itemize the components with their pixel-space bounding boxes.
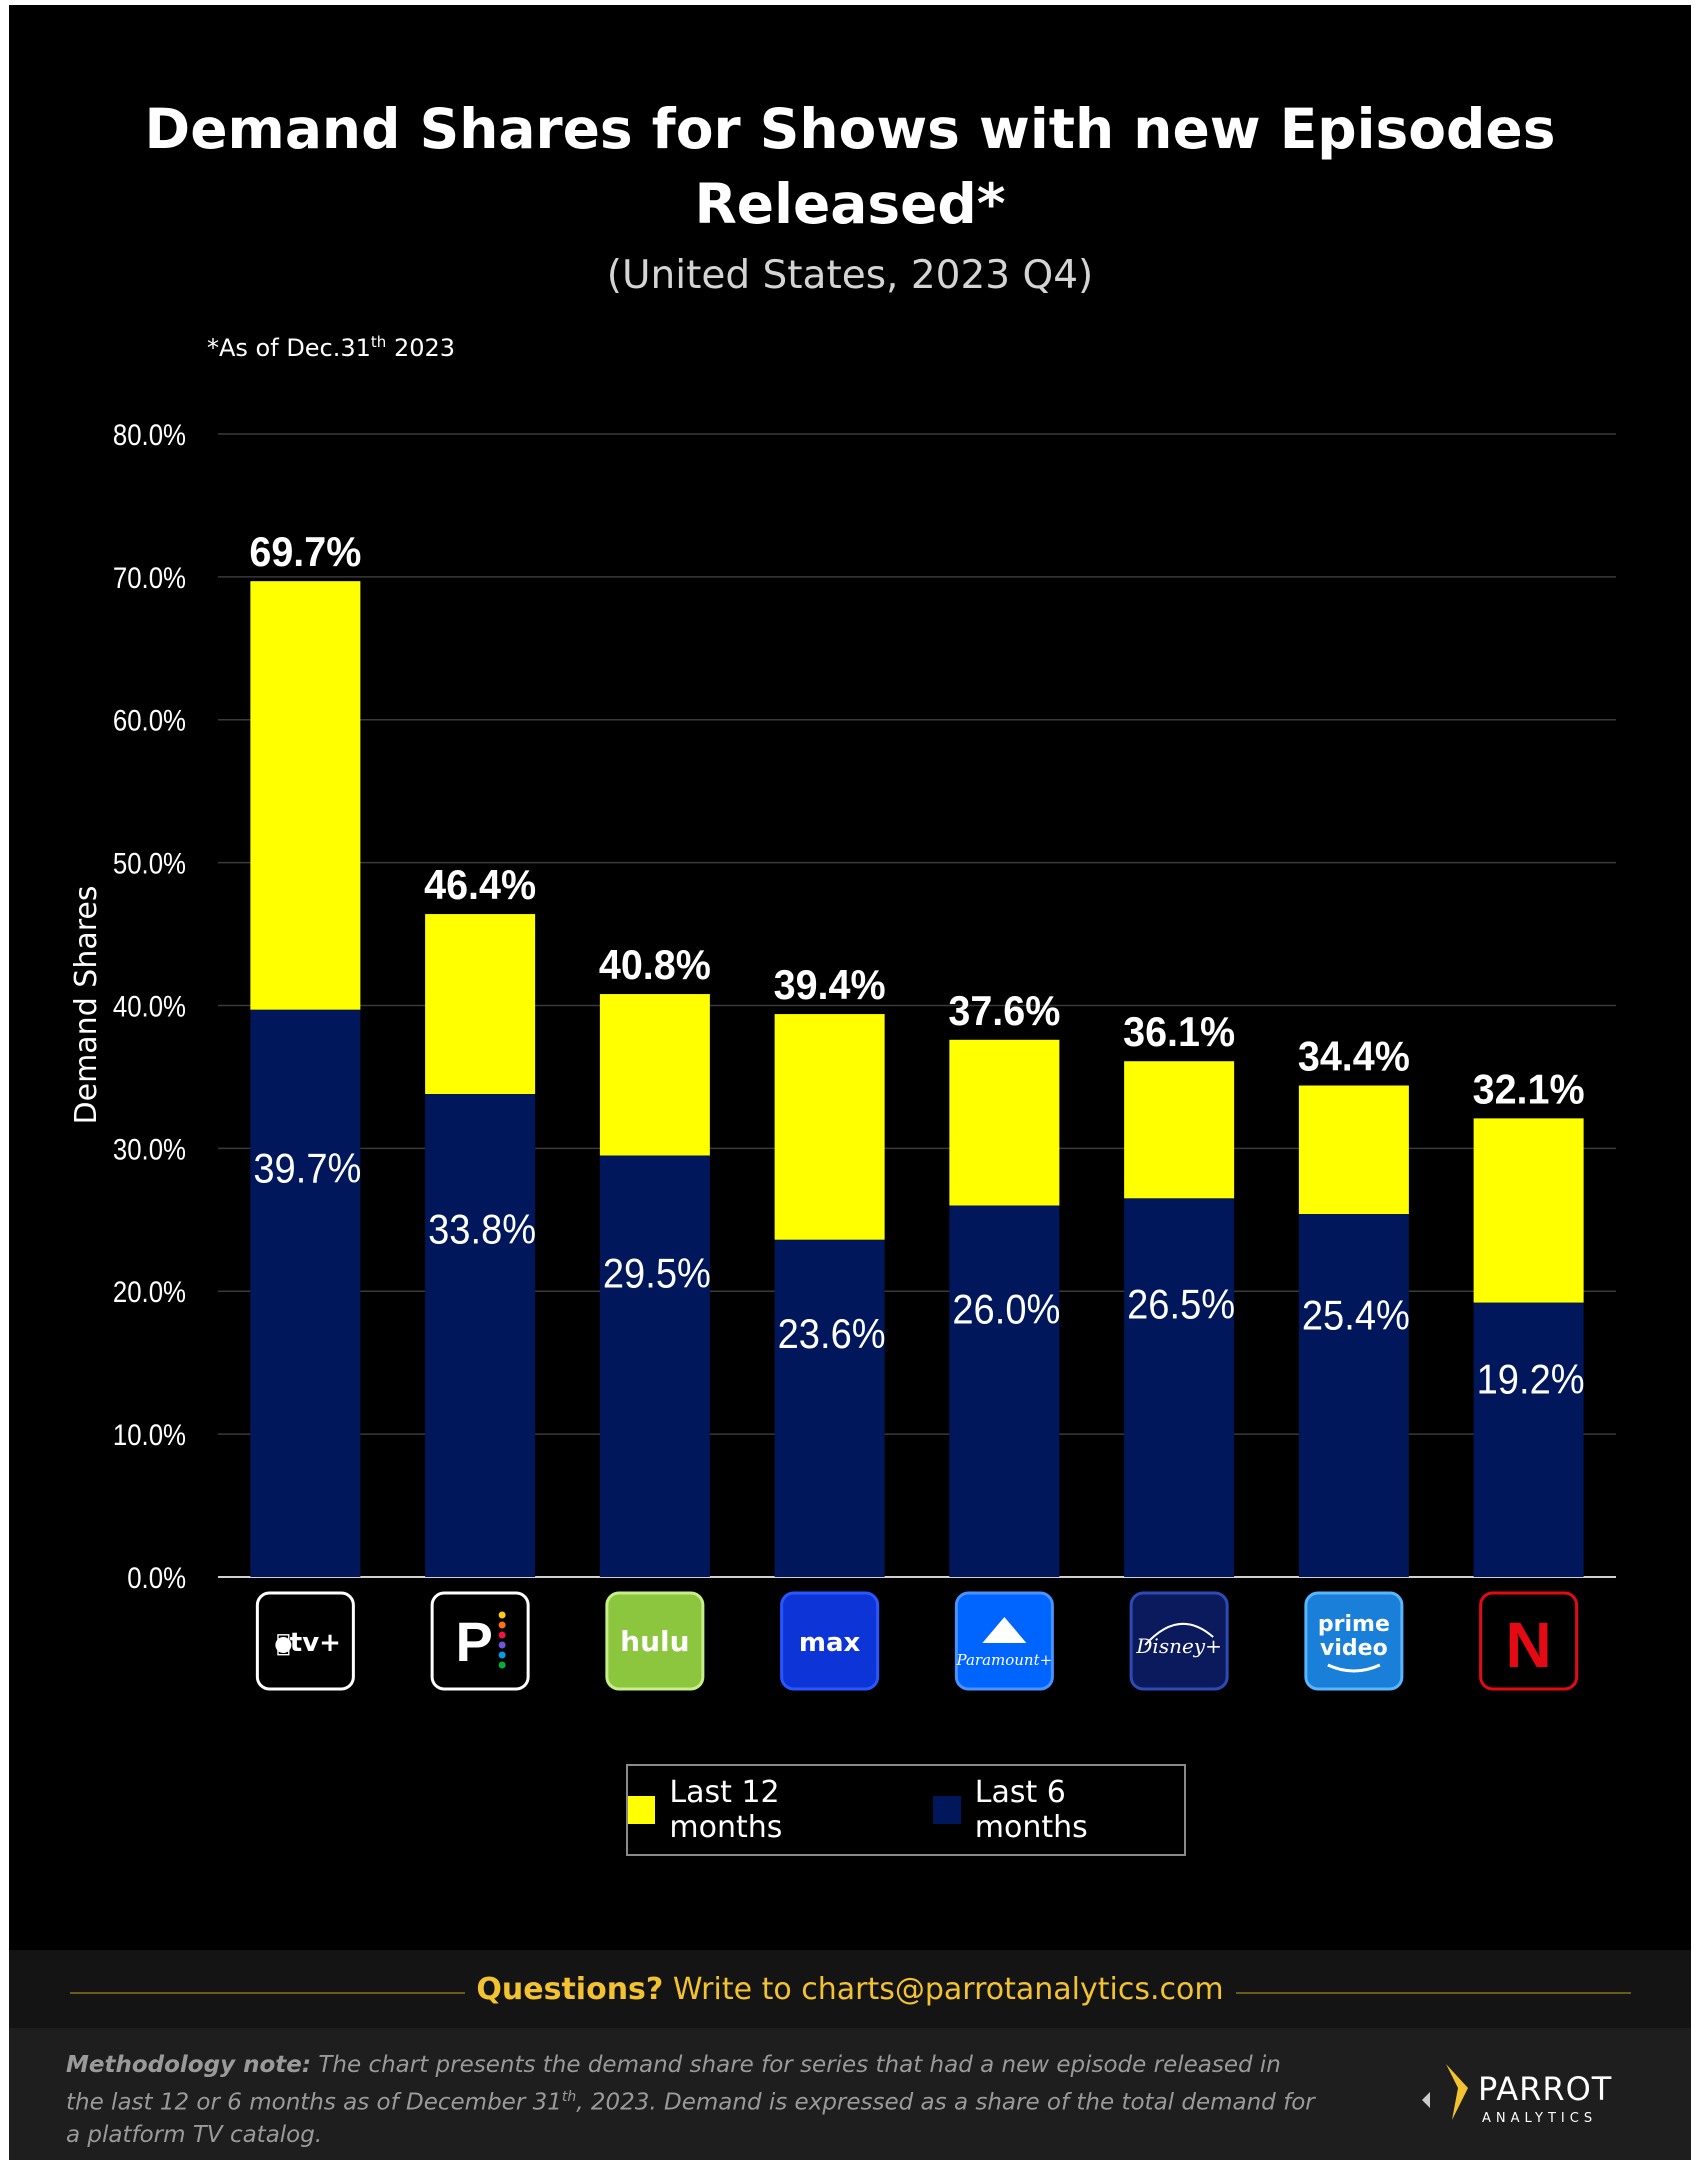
y-tick-label: 0.0% [127, 1561, 186, 1594]
data-label-last-6: 23.6% [778, 1310, 886, 1357]
peacock-dot-icon [499, 1652, 506, 1659]
bar-last-6-7 [1474, 1303, 1584, 1577]
bar-last-6-4 [949, 1206, 1059, 1577]
data-label-last-12: 37.6% [948, 987, 1060, 1034]
parrot-mark-icon [1422, 2092, 1430, 2108]
data-label-last-12: 40.8% [599, 941, 711, 988]
y-tick-label: 20.0% [113, 1275, 186, 1308]
legend-item-last-6: Last 6 months [933, 1775, 1184, 1845]
bar-last-12-4 [949, 1040, 1059, 1206]
data-label-last-6: 29.5% [603, 1250, 711, 1297]
bar-last-12-3 [775, 1014, 885, 1240]
data-label-last-6: 25.4% [1302, 1292, 1410, 1339]
primevideo-logo-text-2: video [1320, 1636, 1388, 1661]
peacock-dot-icon [499, 1662, 506, 1669]
method-bold: Methodology note: [66, 2052, 311, 2078]
parrot-brand-name: PARROT [1478, 2070, 1612, 2108]
y-tick-label: 40.0% [113, 990, 186, 1023]
data-label-last-12: 32.1% [1473, 1065, 1585, 1112]
data-label-last-12: 34.4% [1298, 1033, 1410, 1080]
contact-bold: Questions? [476, 1972, 663, 2007]
contact-text[interactable]: Write to charts@parrotanalytics.com [663, 1972, 1223, 2007]
legend-label-last-6: Last 6 months [975, 1775, 1184, 1845]
bar-last-12-1 [425, 914, 535, 1094]
peacock-dot-icon [499, 1622, 506, 1629]
y-axis-label: Demand Shares [69, 886, 104, 1125]
methodology-note: Methodology note: The chart presents the… [66, 2049, 1316, 2151]
data-label-last-6: 19.2% [1477, 1355, 1585, 1402]
peacock-logo-text: P [455, 1610, 492, 1673]
data-label-last-12: 39.4% [774, 961, 886, 1008]
y-tick-label: 80.0% [113, 418, 186, 451]
bar-last-12-6 [1299, 1086, 1409, 1215]
data-label-last-12: 36.1% [1123, 1008, 1235, 1055]
bar-last-6-0 [250, 1010, 360, 1577]
bar-last-6-2 [600, 1156, 710, 1577]
bar-last-12-2 [600, 994, 710, 1155]
y-tick-label: 70.0% [113, 561, 186, 594]
bar-last-6-3 [775, 1240, 885, 1577]
bar-last-6-5 [1124, 1198, 1234, 1577]
legend-swatch-last-12 [628, 1796, 655, 1824]
parrot-wing-icon [1446, 2064, 1468, 2120]
parrot-analytics-logo: PARROT ANALYTICS [1418, 2058, 1638, 2128]
contact-line: Questions? Write to charts@parrotanalyti… [0, 1972, 1700, 2007]
data-label-last-6: 39.7% [253, 1145, 361, 1192]
data-label-last-12: 46.4% [424, 861, 536, 908]
legend-item-last-12: Last 12 months [628, 1775, 897, 1845]
bar-last-12-0 [250, 581, 360, 1010]
netflix-logo-text: N [1506, 1609, 1552, 1681]
y-tick-label: 30.0% [113, 1133, 186, 1166]
method-sup: th [562, 2089, 576, 2105]
y-tick-label: 60.0% [113, 704, 186, 737]
max-logo-text: max [799, 1628, 861, 1658]
primevideo-logo-text-1: prime [1318, 1612, 1390, 1637]
disney-logo-text: Disney+ [1135, 1634, 1221, 1658]
bar-last-12-7 [1474, 1118, 1584, 1302]
chart-legend: Last 12 months Last 6 months [626, 1764, 1186, 1856]
peacock-dot-icon [499, 1612, 506, 1619]
appletv-logo-text: tv+ [290, 1628, 341, 1658]
legend-swatch-last-6 [933, 1796, 960, 1824]
data-label-last-6: 26.0% [952, 1286, 1060, 1333]
legend-label-last-12: Last 12 months [669, 1775, 897, 1845]
paramount-logo-text: Paramount+ [956, 1651, 1053, 1669]
data-label-last-12: 69.7% [249, 528, 361, 575]
bar-chart: 0.0% 10.0% 20.0% 30.0% 40.0% 50.0% 60.0% 70.0% 8… [0, 0, 1700, 1760]
peacock-dot-icon [499, 1632, 506, 1639]
data-label-last-6: 26.5% [1127, 1280, 1235, 1327]
peacock-dot-icon [499, 1642, 506, 1649]
bar-last-12-5 [1124, 1061, 1234, 1198]
bar-last-6-1 [425, 1094, 535, 1577]
y-tick-label: 10.0% [113, 1418, 186, 1451]
data-label-last-6: 33.8% [428, 1205, 536, 1252]
y-tick-label: 50.0% [113, 847, 186, 880]
hulu-logo-text: hulu [620, 1625, 689, 1658]
bar-last-6-6 [1299, 1214, 1409, 1577]
parrot-brand-sub: ANALYTICS [1482, 2111, 1597, 2126]
